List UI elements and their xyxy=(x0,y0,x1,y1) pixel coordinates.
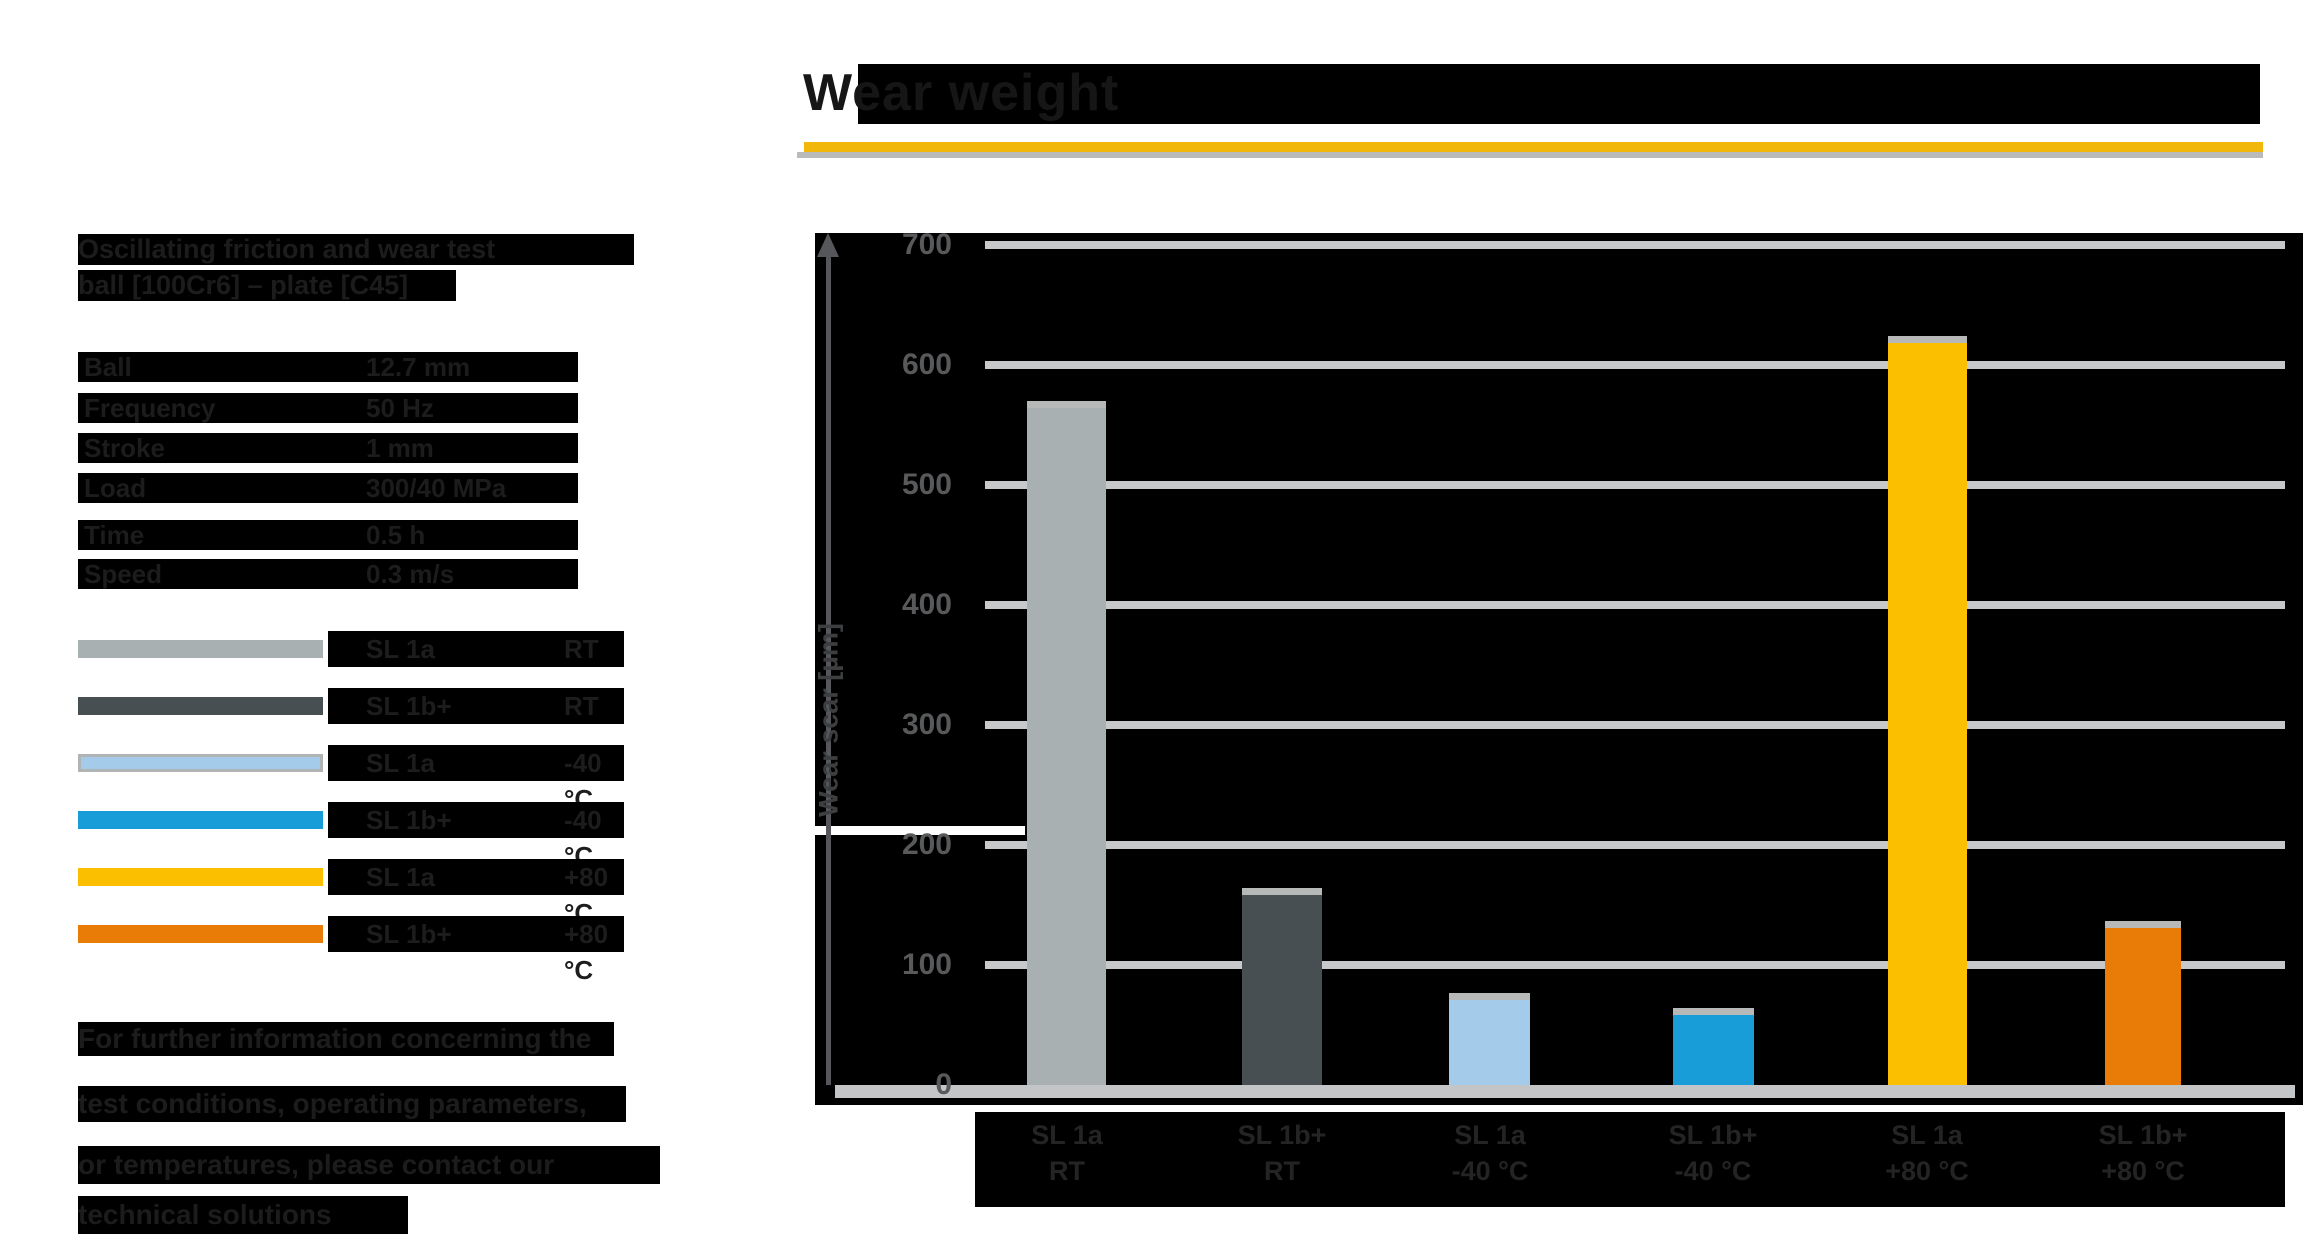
legend-temp: RT xyxy=(564,634,599,664)
legend-swatch-blue xyxy=(78,811,323,829)
legend-name: SL 1b+ xyxy=(366,805,452,835)
bar-sl1bplus-minus40 xyxy=(1673,1008,1754,1085)
param-label: Ball xyxy=(84,352,132,382)
footer-note-line3: or temperatures, please contact our xyxy=(78,1146,660,1184)
xlabel-1-line2: RT xyxy=(1049,1156,1085,1186)
xlabel-1-line1: SL 1a xyxy=(1031,1120,1103,1150)
ytick-0: 0 xyxy=(935,1068,952,1101)
footer-note-line2: test conditions, operating parameters, xyxy=(78,1086,626,1122)
xlabel-6-line1: SL 1b+ xyxy=(2098,1120,2188,1150)
gridline-600 xyxy=(985,361,2285,369)
y-axis-arrow-icon xyxy=(817,233,839,257)
param-value: 300/40 MPa xyxy=(366,473,507,503)
param-row-ball: Ball 12.7 mm xyxy=(78,352,578,382)
page-title: Wear weight xyxy=(803,64,1120,122)
gridline-700 xyxy=(985,241,2285,249)
ytick-300: 300 xyxy=(901,708,952,741)
legend-swatch-orange xyxy=(78,925,323,943)
footer-note-line4: technical solutions xyxy=(78,1196,408,1234)
plot-seam xyxy=(815,826,1025,835)
legend-swatch-gray xyxy=(78,640,323,658)
param-row-frequency: Frequency 50 Hz xyxy=(78,393,578,423)
bar-sl1bplus-plus80 xyxy=(2105,920,2181,1085)
param-row-speed: Speed 0.3 m/s xyxy=(78,559,578,589)
legend-name: SL 1a xyxy=(366,862,435,892)
param-value: 1 mm xyxy=(366,433,434,463)
xlabel-2-line1: SL 1b+ xyxy=(1237,1120,1327,1150)
legend-entry: SL 1a -40 °C xyxy=(328,745,624,814)
bar-sl1bplus-rt xyxy=(1242,888,1322,1085)
gridline-300 xyxy=(985,721,2285,729)
xlabel-redaction-band xyxy=(975,1112,2285,1207)
xlabel-6-line2: +80 °C xyxy=(2101,1156,2185,1186)
footer-note-line1: For further information concerning the xyxy=(78,1022,614,1056)
param-value: 0.3 m/s xyxy=(366,559,455,589)
gridline-500 xyxy=(985,481,2285,489)
legend-temp: +80 °C xyxy=(564,919,609,985)
param-row-time: Time 0.5 h xyxy=(78,520,578,550)
legend-entry: SL 1b+ -40 °C xyxy=(328,802,624,871)
gridline-400 xyxy=(985,601,2285,609)
legend-entry: SL 1a RT xyxy=(328,631,624,667)
legend-name: SL 1a xyxy=(366,748,435,778)
gridline-100 xyxy=(985,961,2285,969)
legend-entry: SL 1b+ RT xyxy=(328,688,624,724)
ytick-200: 200 xyxy=(901,828,952,861)
ytick-500: 500 xyxy=(901,468,952,501)
title-redaction-band xyxy=(858,64,2260,124)
bar-sl1a-minus40 xyxy=(1449,992,1530,1085)
ytick-100: 100 xyxy=(901,948,952,981)
legend-swatch-yellow xyxy=(78,868,323,886)
param-value: 50 Hz xyxy=(366,393,434,423)
ytick-400: 400 xyxy=(901,588,952,621)
param-row-load: Load 300/40 MPa xyxy=(78,473,578,503)
title-underline-accent xyxy=(804,142,2263,152)
legend-name: SL 1b+ xyxy=(366,691,452,721)
xlabel-5-line1: SL 1a xyxy=(1891,1120,1963,1150)
x-axis-baseline xyxy=(835,1085,2295,1098)
bar-sl1a-rt xyxy=(1027,401,1106,1085)
test-heading-line1: Oscillating friction and wear test xyxy=(78,234,634,265)
xlabel-4-line2: -40 °C xyxy=(1674,1156,1752,1186)
legend-temp: RT xyxy=(564,691,599,721)
legend-name: SL 1a xyxy=(366,634,435,664)
legend-entry: SL 1a +80 °C xyxy=(328,859,624,928)
xlabel-3-line1: SL 1a xyxy=(1454,1120,1526,1150)
gridline-200 xyxy=(985,841,2285,849)
param-label: Load xyxy=(84,473,147,503)
test-heading-line2: ball [100Cr6] – plate [C45] xyxy=(78,270,456,301)
xlabel-2-line2: RT xyxy=(1264,1156,1300,1186)
xlabel-5-line2: +80 °C xyxy=(1885,1156,1969,1186)
legend-name: SL 1b+ xyxy=(366,919,452,949)
param-label: Speed xyxy=(84,559,163,589)
y-axis-title: Wear scar [µm] xyxy=(813,623,844,817)
xlabel-3-line2: -40 °C xyxy=(1451,1156,1529,1186)
ytick-700: 700 xyxy=(901,228,952,261)
bar-sl1a-plus80 xyxy=(1888,336,1967,1085)
legend-swatch-darkgray xyxy=(78,697,323,715)
param-label: Stroke xyxy=(84,433,165,463)
xlabel-4-line1: SL 1b+ xyxy=(1668,1120,1758,1150)
legend-swatch-lightblue xyxy=(78,754,323,772)
param-label: Frequency xyxy=(84,393,216,423)
title-underline-shadow xyxy=(797,152,2263,158)
ytick-600: 600 xyxy=(901,348,952,381)
param-label: Time xyxy=(84,520,145,550)
param-value: 0.5 h xyxy=(366,520,426,550)
y-axis-line xyxy=(826,252,831,1085)
legend-entry: SL 1b+ +80 °C xyxy=(328,916,624,985)
param-value: 12.7 mm xyxy=(366,352,471,382)
param-row-stroke: Stroke 1 mm xyxy=(78,433,578,463)
